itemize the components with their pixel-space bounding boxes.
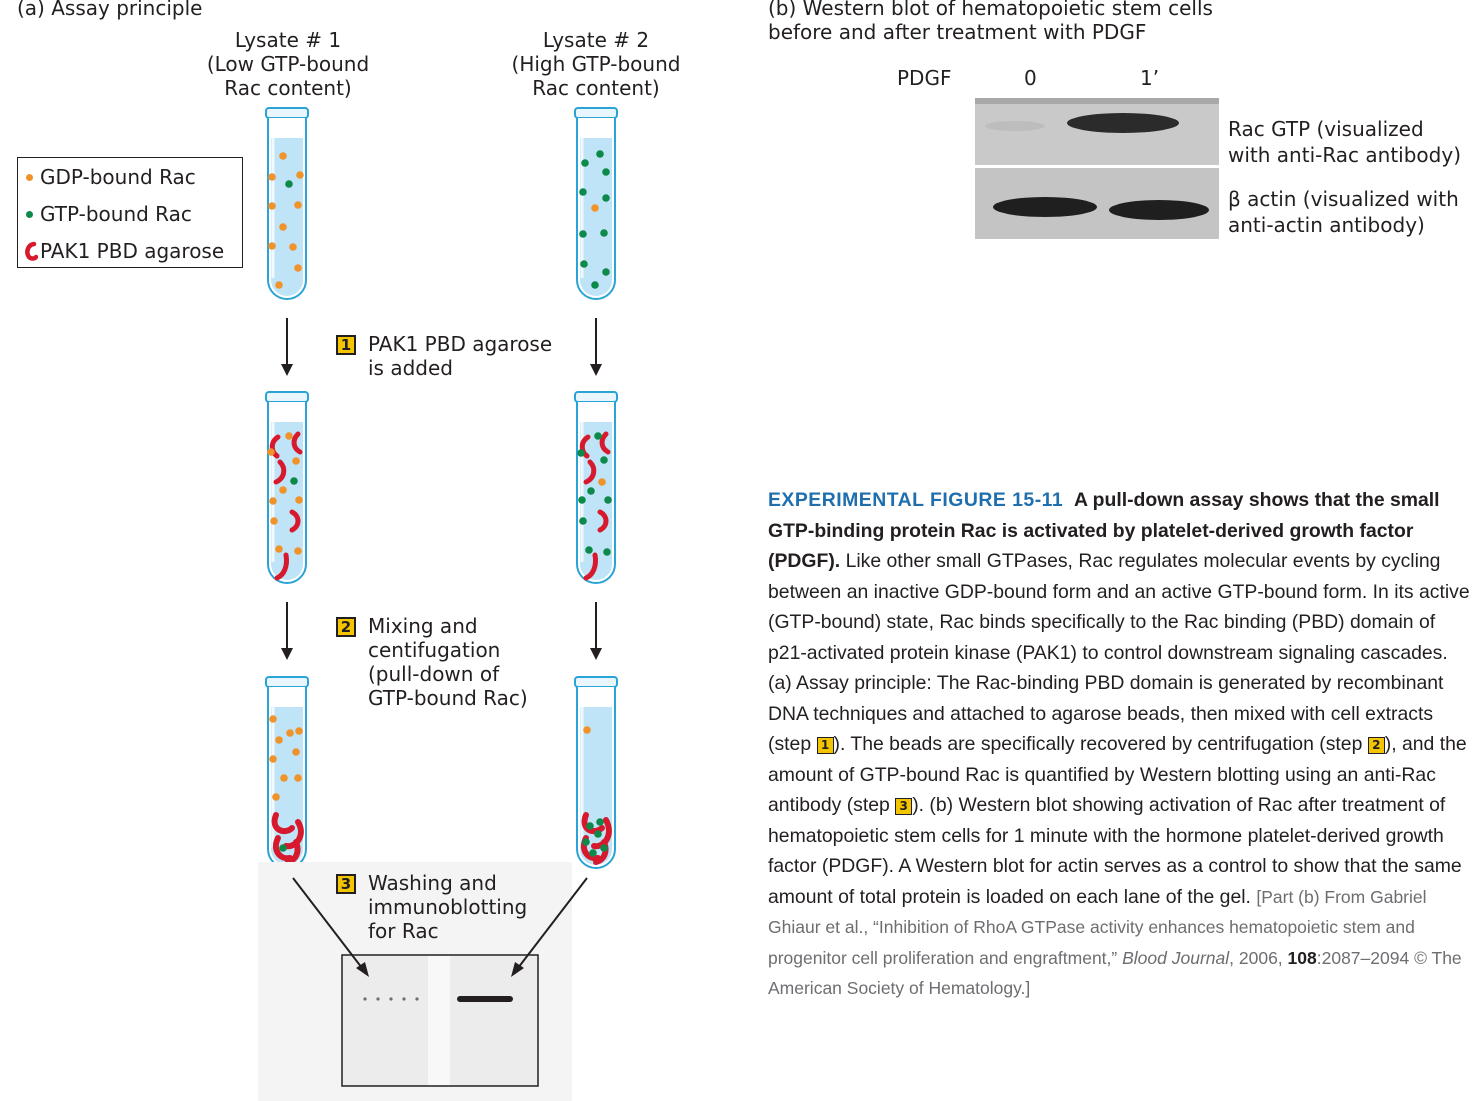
arrow-step2-left <box>281 602 293 660</box>
caption-body-4: ). (b) Western blot showing activation o… <box>768 794 1462 908</box>
step-1-line2: is added <box>368 356 453 380</box>
lysate-1-line3: Rac content) <box>224 76 352 100</box>
caption-step-1-badge: 1 <box>816 737 834 754</box>
gel-band-lysate2-strong <box>457 996 513 1002</box>
panel-b-title-line1: (b) Western blot of hematopoietic stem c… <box>768 0 1213 20</box>
caption-step-2-badge: 2 <box>1367 737 1385 754</box>
figure-caption: EXPERIMENTAL FIGURE 15-11 A pull-down as… <box>768 485 1473 1004</box>
tube-lysate2-initial <box>573 106 619 301</box>
citation-journal: Blood Journal <box>1122 947 1230 968</box>
citation-part1: [Part (b) From Gabriel Ghiaur et al., “I… <box>768 886 1427 968</box>
rac-gtp-band-label: Rac GTP (visualized with anti-Rac antibo… <box>1228 116 1461 168</box>
legend-gdp-label: GDP-bound Rac <box>40 165 196 189</box>
caption-body-3: ), and the amount of GTP-bound Rac is qu… <box>768 733 1467 816</box>
arrow-step2-right <box>590 602 602 660</box>
actin-label-line2: anti-actin antibody) <box>1228 213 1425 237</box>
step-1-line1: PAK1 PBD agarose <box>368 332 553 356</box>
actin-band-1min <box>1109 200 1209 220</box>
step-3-line3: for Rac <box>368 919 439 943</box>
step-2-line4: GTP-bound Rac) <box>368 686 528 710</box>
particles-row1-left <box>268 152 304 289</box>
caption-citation: [Part (b) From Gabriel Ghiaur et al., “I… <box>768 887 1462 999</box>
arrow-step1-right <box>590 318 602 376</box>
legend-item-pak: PAK1 PBD agarose <box>24 239 224 263</box>
citation-part2: , 2006, <box>1229 947 1283 968</box>
caption-step-3-badge: 3 <box>895 798 913 815</box>
legend-pak-label: PAK1 PBD agarose <box>40 239 225 263</box>
step-3-badge: 3 <box>336 874 356 894</box>
figure-label: EXPERIMENTAL FIGURE 15-11 <box>768 489 1064 511</box>
panel-a-title: (a) Assay principle <box>17 0 203 20</box>
actin-band-0 <box>993 197 1097 217</box>
pdgf-label: PDGF <box>897 66 952 90</box>
particles-row3-right <box>580 726 612 865</box>
rac-gtp-label-line1: Rac GTP (visualized <box>1228 117 1424 141</box>
lane-0-label: 0 <box>1024 66 1037 90</box>
step-3-line1: Washing and <box>368 871 497 895</box>
step-2-line1: Mixing and <box>368 614 478 638</box>
panel-b-title-line2: before and after treatment with PDGF <box>768 20 1147 44</box>
step-2-label: Mixing and centifugation (pull-down of G… <box>368 614 528 710</box>
particles-row2-left-dots <box>267 432 303 555</box>
caption-body-2: ). The beads are specifically recovered … <box>833 733 1363 755</box>
arrow-step3-right <box>511 877 588 977</box>
lysate-2-label: Lysate # 2 (High GTP-bound Rac content) <box>494 28 698 100</box>
gel-band-lysate1-faint <box>363 997 419 1001</box>
citation-part3: :2087–2094 © The American Society of Hem… <box>768 947 1462 999</box>
assay-diagram <box>258 106 619 1101</box>
arrow-step1-left <box>281 318 293 376</box>
rac-gtp-band-0 <box>985 121 1045 131</box>
lysate-2-line1: Lysate # 2 <box>542 28 650 52</box>
citation-volume: 108 <box>1287 947 1317 968</box>
lysate-2-line3: Rac content) <box>532 76 660 100</box>
caption-body-1: Like other small GTPases, Rac regulates … <box>768 550 1470 755</box>
step-3-line2: immunoblotting <box>368 895 528 919</box>
step-1-badge: 1 <box>336 335 356 355</box>
western-blot-image <box>975 98 1219 239</box>
particles-row3-left <box>269 715 304 865</box>
caption-title: A pull-down assay shows that the small G… <box>768 489 1440 572</box>
actin-label-line1: β actin (visualized with <box>1228 187 1459 211</box>
rac-gtp-band-1min <box>1067 113 1179 133</box>
legend-gtp-label: GTP-bound Rac <box>40 202 192 226</box>
actin-band-label: β actin (visualized with anti-actin anti… <box>1228 186 1459 238</box>
panel-b-title: (b) Western blot of hematopoietic stem c… <box>768 0 1213 44</box>
particles-row1-right <box>579 150 610 289</box>
step-3-label: Washing and immunoblotting for Rac <box>368 871 527 943</box>
gtp-rac-dot-icon <box>26 211 33 218</box>
step-2-line3: (pull-down of <box>368 662 500 686</box>
step-1-label: PAK1 PBD agarose is added <box>368 332 552 380</box>
lane-1min-label: 1’ <box>1140 66 1160 90</box>
tube-lysate2-pulldown <box>573 675 619 870</box>
rac-gtp-label-line2: with anti-Rac antibody) <box>1228 143 1461 167</box>
lysate-2-line2: (High GTP-bound <box>511 52 681 76</box>
lysate-1-line1: Lysate # 1 <box>234 28 342 52</box>
legend-item-gdp: GDP-bound Rac <box>26 165 196 189</box>
step-2-badge: 2 <box>336 617 356 637</box>
arrow-step3-left <box>292 877 369 977</box>
legend-box: GDP-bound Rac GTP-bound Rac PAK1 PBD aga… <box>17 157 243 268</box>
particles-row2-right-dots <box>577 432 612 556</box>
step-2-line2: centifugation <box>368 638 501 662</box>
gdp-rac-dot-icon <box>26 174 33 181</box>
gel-lane-divider <box>428 956 450 1085</box>
particles-row2-left <box>269 431 303 581</box>
pak1-agarose-icon <box>25 241 39 261</box>
legend-item-gtp: GTP-bound Rac <box>26 202 192 226</box>
lysate-1-line2: (Low GTP-bound <box>206 52 370 76</box>
lysate-1-label: Lysate # 1 (Low GTP-bound Rac content) <box>186 28 390 100</box>
particles-row2-right <box>579 431 611 581</box>
